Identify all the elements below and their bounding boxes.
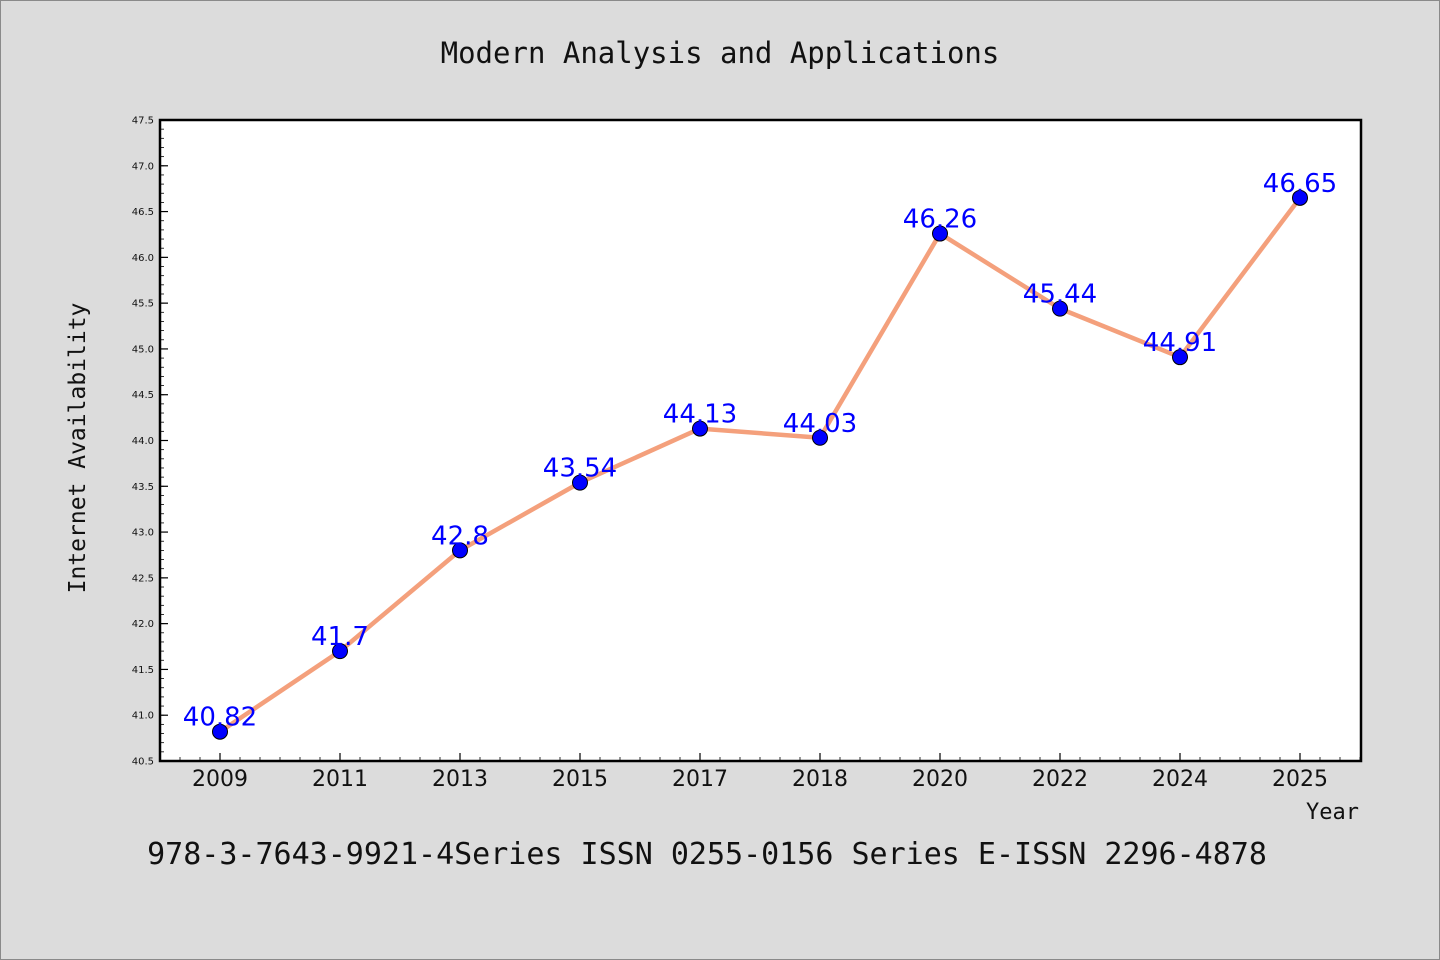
x-axis: 2009 2011 2013 2015 2017 2018 2020 2022 2024 2025 <box>179 753 1361 792</box>
plot-area <box>160 120 1361 761</box>
y-tick-label: 47.0 <box>132 161 154 172</box>
series-line <box>218 196 1302 734</box>
y-tick-label: 42.5 <box>132 573 154 584</box>
x-tick-label: 2024 <box>1152 767 1208 792</box>
data-label: 44.03 <box>783 409 857 439</box>
y-tick-label: 45.5 <box>132 299 154 310</box>
data-point[interactable] <box>212 723 228 740</box>
y-tick-label: 47.5 <box>132 116 154 127</box>
data-point[interactable] <box>932 225 948 242</box>
data-point[interactable] <box>332 643 348 660</box>
series-layer: 40.82 41.7 42.8 43.54 44.13 44.03 46.26 45.44 44… <box>183 169 1337 740</box>
chart-title: Modern Analysis and Applications <box>441 36 1000 70</box>
y-tick-label: 41.0 <box>132 711 154 722</box>
plot-border <box>158 118 1363 763</box>
y-tick-label: 45.0 <box>132 344 154 355</box>
y-tick-label: 43.5 <box>132 482 154 493</box>
x-tick-label: 2020 <box>912 767 968 792</box>
y-tick-label: 41.5 <box>132 665 154 676</box>
x-tick-label: 2009 <box>192 767 248 792</box>
data-label: 45.44 <box>1023 280 1097 310</box>
data-label: 44.13 <box>663 400 737 430</box>
data-point[interactable] <box>452 542 468 559</box>
x-tick-label: 2025 <box>1272 767 1328 792</box>
data-label: 46.26 <box>903 205 977 235</box>
x-tick-label: 2013 <box>432 767 488 792</box>
data-point[interactable] <box>692 420 708 437</box>
data-label: 40.82 <box>183 703 257 733</box>
y-tick-label: 40.5 <box>132 757 154 768</box>
x-tick-label: 2022 <box>1032 767 1088 792</box>
data-label: 46.65 <box>1263 169 1337 199</box>
data-label: 41.7 <box>311 622 369 652</box>
data-point[interactable] <box>572 474 588 491</box>
data-point[interactable] <box>812 429 828 446</box>
data-point[interactable] <box>1052 300 1068 317</box>
x-tick-label: 2017 <box>672 767 728 792</box>
y-axis-label: Internet Availability <box>65 303 91 594</box>
y-tick-label: 44.5 <box>132 390 154 401</box>
x-tick-label: 2011 <box>312 767 368 792</box>
data-point[interactable] <box>1172 349 1188 366</box>
y-tick-label: 46.0 <box>132 253 154 264</box>
data-point[interactable] <box>1292 189 1308 206</box>
x-tick-label: 2015 <box>552 767 608 792</box>
footer-text: 978-3-7643-9921-4Series ISSN 0255-0156 S… <box>147 837 1267 872</box>
y-tick-label: 42.0 <box>132 619 154 630</box>
y-tick-label: 44.0 <box>132 436 154 447</box>
y-axis: 40.5 41.0 41.5 42.0 42.5 43.0 43.5 44.0 44.5 45.0… <box>132 116 168 768</box>
x-tick-label: 2018 <box>792 767 848 792</box>
x-axis-label: Year <box>1306 800 1359 825</box>
data-label: 42.8 <box>431 521 489 551</box>
y-tick-label: 43.0 <box>132 528 154 539</box>
y-tick-label: 46.5 <box>132 207 154 218</box>
data-label: 44.91 <box>1143 328 1217 358</box>
data-label: 43.54 <box>543 454 617 484</box>
